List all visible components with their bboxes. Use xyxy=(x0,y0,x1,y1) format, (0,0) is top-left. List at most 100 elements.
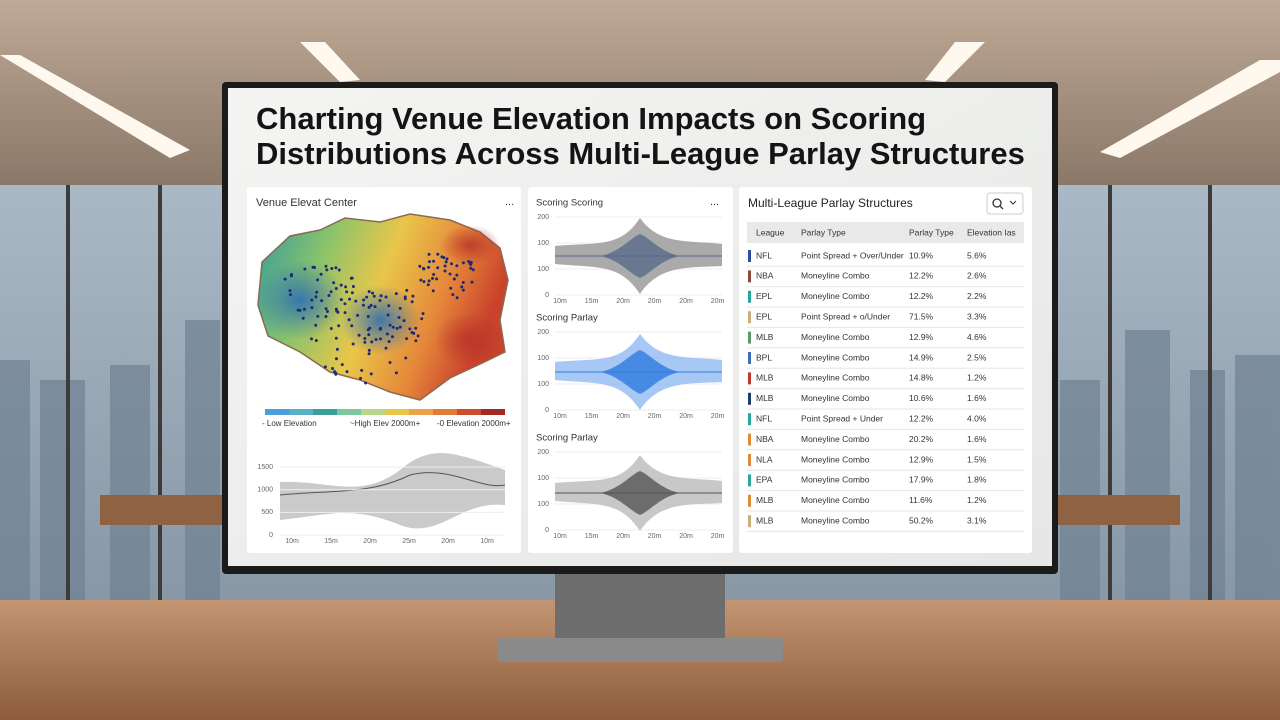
x-tick-label: 20m xyxy=(648,533,662,540)
venue-dot xyxy=(414,339,418,343)
venue-dot xyxy=(316,278,320,282)
table-cell: MLB xyxy=(756,393,774,403)
venue-dot xyxy=(334,266,338,270)
table-cell: Point Spread + Over/Under xyxy=(801,250,904,260)
y-tick-label: 1000 xyxy=(257,487,273,494)
table-cell: 2.2% xyxy=(967,291,987,301)
table-header xyxy=(747,222,1024,243)
venue-dot xyxy=(289,274,293,278)
venue-dot xyxy=(329,326,333,330)
x-tick-label: 25m xyxy=(402,538,416,545)
x-tick-label: 20m xyxy=(679,413,693,420)
venue-dot xyxy=(455,296,459,300)
venue-dot xyxy=(345,290,349,294)
league-marker xyxy=(748,250,751,262)
x-tick-label: 15m xyxy=(324,538,338,545)
x-tick-label: 20m xyxy=(648,298,662,305)
legend-swatch xyxy=(409,409,433,415)
venue-dot xyxy=(340,363,344,367)
venue-dot xyxy=(310,298,314,302)
menu-button[interactable]: ... xyxy=(710,196,719,208)
table-cell: 4.0% xyxy=(967,413,987,423)
venue-dot xyxy=(303,267,307,271)
league-marker xyxy=(748,433,751,446)
ceiling-light xyxy=(0,55,190,158)
table-cell: 1.6% xyxy=(967,434,987,444)
venue-dot xyxy=(430,276,434,280)
x-tick-label: 20m xyxy=(441,538,455,545)
venue-dot xyxy=(387,339,391,343)
y-tick-label: 100 xyxy=(537,501,549,508)
venue-dot xyxy=(359,376,363,380)
venue-dot xyxy=(452,277,456,281)
venue-dot xyxy=(365,295,369,299)
legend-swatch xyxy=(385,409,409,415)
y-tick-label: 100 xyxy=(537,381,549,388)
venue-dot xyxy=(422,280,426,284)
table-cell: 3.1% xyxy=(967,515,987,525)
x-tick-label: 10m xyxy=(553,298,567,305)
venue-dot xyxy=(367,305,371,309)
table-cell: Moneyline Combo xyxy=(801,434,870,444)
venue-dot xyxy=(448,272,452,276)
table-cell: MLB xyxy=(756,332,774,342)
panel-title: Venue Elevat Center xyxy=(256,197,357,209)
venue-dot xyxy=(455,273,459,277)
venue-dot xyxy=(388,323,392,327)
venue-dot xyxy=(370,340,374,344)
venue-dot xyxy=(418,264,422,268)
x-tick-label: 20m xyxy=(711,298,725,305)
venue-dot xyxy=(431,289,435,293)
venue-dot xyxy=(390,335,394,339)
table-cell: NFL xyxy=(756,250,772,260)
menu-button[interactable]: ... xyxy=(505,196,514,208)
venue-dot xyxy=(323,365,327,369)
table-panel xyxy=(739,187,1032,553)
legend-bar xyxy=(265,409,505,415)
venue-dot xyxy=(432,259,436,263)
venue-dot xyxy=(402,319,406,323)
table-cell: 2.5% xyxy=(967,352,987,362)
search-button[interactable] xyxy=(986,192,1024,215)
venue-dot xyxy=(351,342,355,346)
venue-dot xyxy=(398,306,402,310)
y-tick-label: 0 xyxy=(269,532,273,539)
x-tick-label: 15m xyxy=(585,413,599,420)
y-tick-label: 0 xyxy=(545,527,549,534)
table-cell: 1.5% xyxy=(967,454,987,464)
venue-dot xyxy=(345,370,349,374)
x-tick-label: 20m xyxy=(711,533,725,540)
venue-dot xyxy=(325,268,329,272)
legend-swatch xyxy=(361,409,385,415)
league-marker xyxy=(748,494,751,507)
venue-dot xyxy=(436,266,440,270)
venue-dot xyxy=(461,288,465,292)
venue-dot xyxy=(443,269,447,273)
venue-dot xyxy=(442,256,446,260)
city xyxy=(0,320,1280,600)
venue-dot xyxy=(427,279,431,283)
x-tick-label: 15m xyxy=(585,298,599,305)
x-tick-label: 20m xyxy=(679,533,693,540)
venue-dot xyxy=(349,276,353,280)
venue-dot xyxy=(372,294,376,298)
table-cell: 5.6% xyxy=(967,250,987,260)
venue-dot xyxy=(443,264,447,268)
legend-swatch xyxy=(289,409,313,415)
venue-dot xyxy=(361,303,365,307)
venue-dot xyxy=(366,314,370,318)
table-cell: 4.6% xyxy=(967,332,987,342)
legend-swatch xyxy=(457,409,481,415)
venue-dot xyxy=(408,327,412,331)
venue-dot xyxy=(468,262,472,266)
venue-dot xyxy=(363,337,367,341)
back-table xyxy=(100,495,240,525)
venue-dot xyxy=(419,278,423,282)
table-cell: Moneyline Combo xyxy=(801,373,870,383)
table-cell: 3.3% xyxy=(967,311,987,321)
table-cell: NBA xyxy=(756,434,774,444)
venue-dot xyxy=(385,332,389,336)
league-marker xyxy=(748,372,751,385)
legend-swatch xyxy=(481,409,505,415)
table-cell: 12.9% xyxy=(909,454,934,464)
